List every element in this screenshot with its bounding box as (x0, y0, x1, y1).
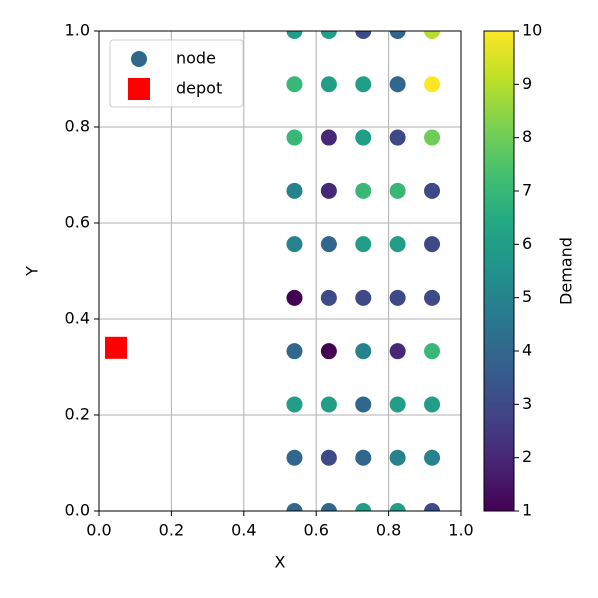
node-marker (355, 503, 372, 511)
x-axis-label: X (275, 553, 286, 572)
colorbar-tick-label: 4 (522, 341, 532, 360)
y-tick-label: 0.2 (65, 405, 90, 424)
x-tick-label: 0.4 (231, 521, 256, 540)
node-marker (424, 343, 441, 360)
node-marker (424, 289, 441, 306)
node-marker (389, 396, 406, 413)
colorbar-tick-label: 8 (522, 127, 532, 146)
y-tick-label: 0.0 (65, 501, 90, 520)
node-marker (355, 396, 372, 413)
y-tick-label: 1.0 (65, 21, 90, 40)
node-marker (320, 396, 337, 413)
colorbar-tick-label: 10 (522, 21, 542, 40)
node-marker (355, 182, 372, 199)
legend-label: node (176, 49, 216, 68)
node-marker (286, 182, 303, 199)
node-marker (389, 129, 406, 146)
node-marker (286, 129, 303, 146)
plot-area (105, 31, 441, 511)
node-marker (389, 289, 406, 306)
node-marker (286, 449, 303, 466)
x-tick-label: 0.8 (376, 521, 401, 540)
node-marker (320, 31, 337, 39)
node-marker (286, 236, 303, 253)
node-marker (355, 236, 372, 253)
x-tick-label: 0.0 (86, 521, 111, 540)
node-marker (389, 76, 406, 93)
node-marker (320, 503, 337, 511)
colorbar-tick-label: 1 (522, 501, 532, 520)
y-tick-label: 0.4 (65, 309, 90, 328)
node-marker (286, 31, 303, 39)
node-marker (424, 31, 441, 39)
node-marker (424, 76, 441, 93)
node-marker (286, 396, 303, 413)
legend-label: depot (176, 79, 222, 98)
node-marker (320, 182, 337, 199)
node-marker (355, 343, 372, 360)
y-axis-label: Y (23, 266, 42, 277)
node-marker (355, 449, 372, 466)
node-marker (320, 129, 337, 146)
depot-marker (105, 336, 128, 359)
node-marker (355, 76, 372, 93)
node-marker (389, 236, 406, 253)
node-marker (355, 31, 372, 39)
node-marker (424, 236, 441, 253)
node-marker (320, 343, 337, 360)
node-marker (389, 182, 406, 199)
node-marker (320, 449, 337, 466)
node-marker (389, 343, 406, 360)
node-marker (320, 289, 337, 306)
x-tick-label: 1.0 (448, 521, 473, 540)
node-marker (355, 289, 372, 306)
colorbar-tick-label: 6 (522, 234, 532, 253)
colorbar-label: Demand (557, 237, 576, 305)
node-marker (389, 31, 406, 39)
colorbar-tick-label: 7 (522, 181, 532, 200)
node-marker (286, 289, 303, 306)
node-marker (286, 343, 303, 360)
legend-marker (128, 78, 150, 100)
node-marker (389, 449, 406, 466)
node-marker (424, 129, 441, 146)
node-marker (320, 236, 337, 253)
axes-frame (98, 30, 462, 512)
node-marker (424, 396, 441, 413)
x-tick-label: 0.2 (159, 521, 184, 540)
colorbar (483, 30, 515, 512)
node-marker (355, 129, 372, 146)
node-marker (424, 503, 441, 511)
colorbar-tick-label: 2 (522, 447, 532, 466)
x-tick-label: 0.6 (303, 521, 328, 540)
node-marker (286, 76, 303, 93)
node-marker (424, 449, 441, 466)
legend-marker (131, 51, 147, 67)
colorbar-tick-label: 5 (522, 287, 532, 306)
colorbar-tick-label: 9 (522, 74, 532, 93)
node-marker (286, 503, 303, 511)
y-tick-label: 0.8 (65, 117, 90, 136)
colorbar-tick-label: 3 (522, 394, 532, 413)
node-marker (424, 182, 441, 199)
y-tick-label: 0.6 (65, 213, 90, 232)
node-marker (389, 503, 406, 511)
node-marker (320, 76, 337, 93)
